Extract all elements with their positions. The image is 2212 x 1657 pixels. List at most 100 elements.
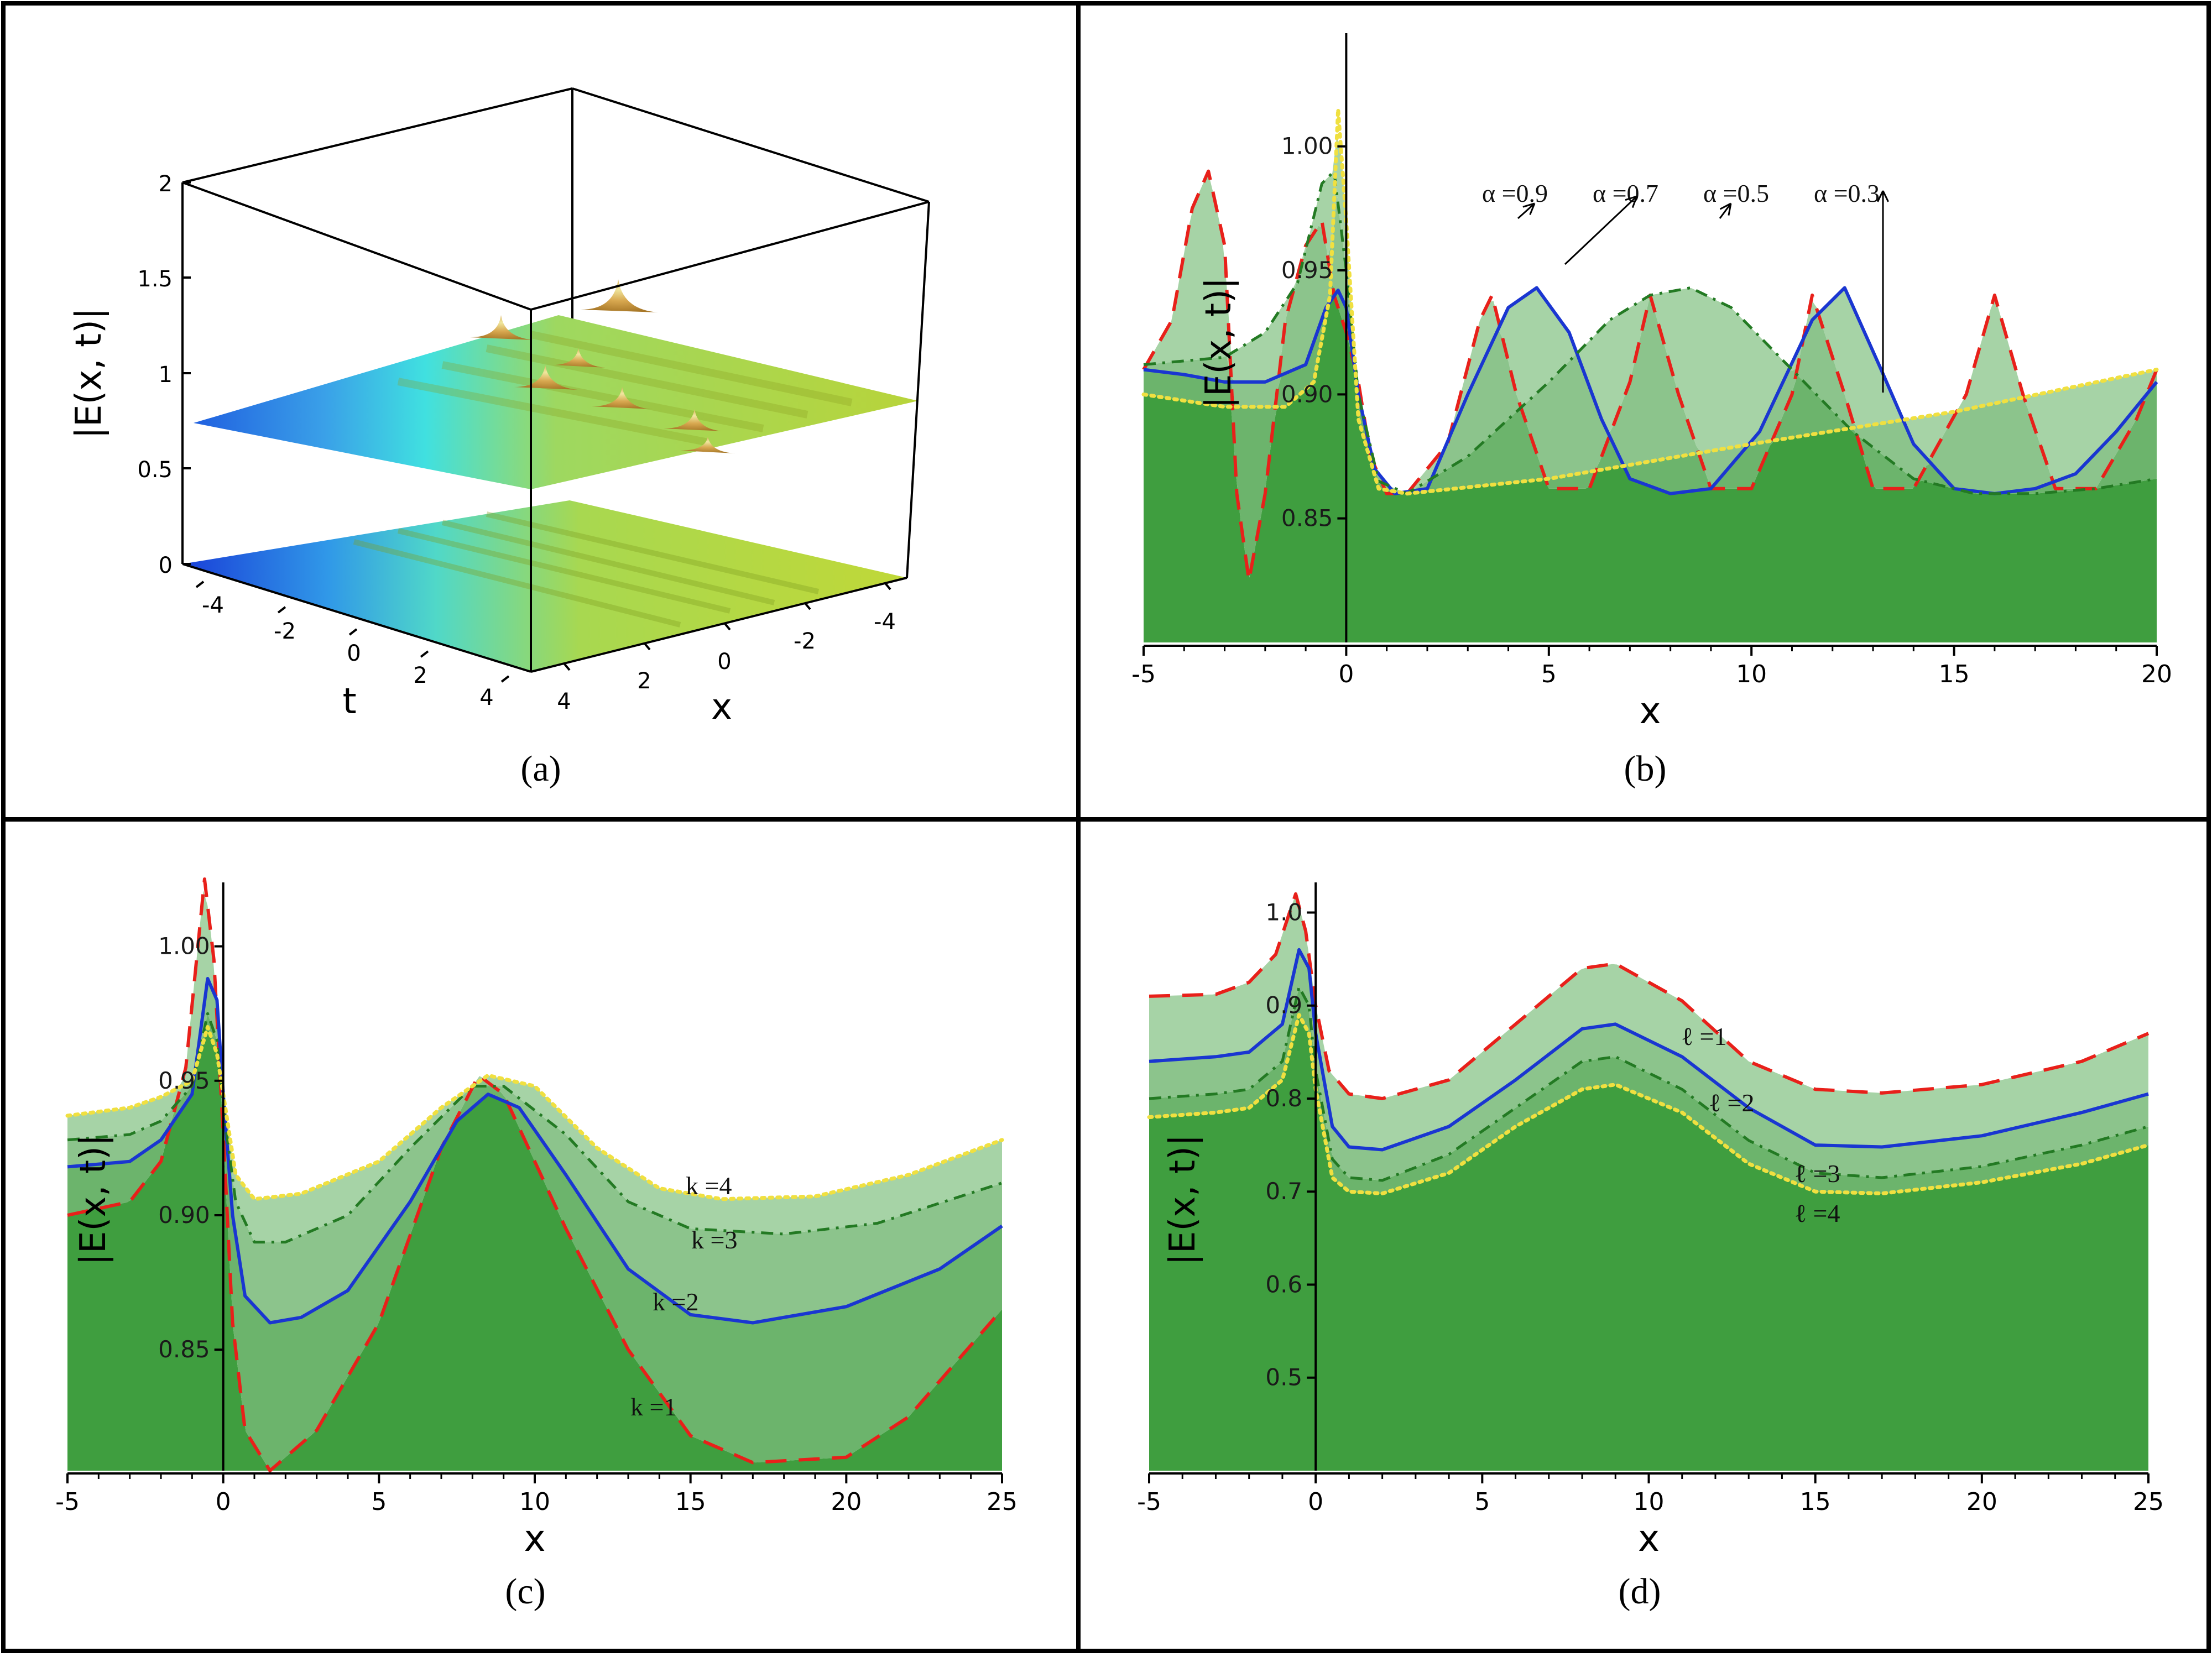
x-tick-label: -5: [55, 1488, 80, 1516]
area-band: [67, 1013, 1002, 1470]
x-tick: 15: [1939, 646, 1970, 688]
y-tick-label: 0.90: [1281, 380, 1333, 407]
y-tick-label: 0.90: [158, 1201, 210, 1229]
x-tick: 5: [1541, 646, 1557, 688]
y-tick: 0.95: [158, 1067, 223, 1094]
y-tick: 0.5: [1265, 1364, 1316, 1391]
area-band: [1144, 195, 2157, 494]
x-tick-label: 0: [717, 649, 731, 675]
panel-label: (a): [520, 749, 561, 789]
annotation-label: ℓ =1: [1681, 1022, 1726, 1050]
x-tick: 25: [987, 1473, 1018, 1516]
y-tick-label: 0.95: [158, 1067, 210, 1094]
series-line-3: [1143, 170, 2157, 495]
annotation-arrow: [1517, 202, 1536, 219]
annotation-arrow: [1564, 195, 1638, 265]
x-axis-label: x: [1639, 689, 1661, 732]
box-front-edges: [182, 181, 930, 673]
peak: [581, 279, 658, 312]
x-tick: 15: [675, 1473, 706, 1516]
area-band: [1144, 285, 2157, 578]
y-tick-label: 0.6: [1265, 1271, 1302, 1298]
annotation-label: k =1: [630, 1393, 676, 1421]
peak: [592, 387, 653, 409]
y-tick: 0.6: [1265, 1271, 1316, 1298]
x-tick: 10: [1736, 646, 1767, 688]
x-axis-label: x: [524, 1517, 545, 1560]
y-tick: 0.90: [158, 1201, 223, 1229]
peak: [470, 315, 534, 340]
y-tick-label: 1.0: [1265, 898, 1302, 926]
y-tick: 0.85: [1281, 505, 1347, 532]
annotation-label: ℓ =4: [1794, 1199, 1840, 1227]
annotation-arrow: [1719, 203, 1732, 219]
y-tick-label: 1.00: [158, 933, 210, 960]
y-tick-label: 1.00: [1281, 133, 1333, 160]
x-tick: 20: [1966, 1473, 1997, 1516]
lower-surface: [182, 500, 907, 672]
area-band: [1149, 949, 2148, 1180]
surface-peaks: [470, 279, 735, 453]
x-tick-label: 20: [2141, 660, 2172, 688]
peak: [664, 409, 724, 431]
x-tick-label: -4: [874, 609, 896, 635]
x-tick-label: -5: [1137, 1488, 1161, 1516]
x-tick-label: 20: [831, 1488, 862, 1516]
panel-b: -5 0 5 10 15 20 0.85 0.90 0.95 1.00 x |E(x, t)| α =0…: [1131, 33, 2172, 789]
x-tick-label: -2: [794, 629, 816, 654]
series-line-1: [1149, 892, 2150, 1100]
annotation-label: ℓ =3: [1794, 1159, 1840, 1188]
panel-a: 0 0.5 1 1.5 2 |E(x, t)| -4 -2 0 2 4 t: [69, 87, 930, 789]
panel-c: -5 0 5 10 15 20 25 0.85 0.90 0.95 1.00 x |E(x, t)| k …: [55, 877, 1018, 1612]
panel-d: -5 0 5 10 15 20 25 0.5 0.6 0.7 0.8 0.9 1.0 x |E(x, t)|…: [1137, 882, 2164, 1612]
x-tick-label: 5: [1541, 660, 1557, 688]
z-tick-label: 1: [159, 362, 173, 388]
annotation-arrowhead: [1522, 202, 1536, 215]
z-tick-label: 0.5: [137, 457, 173, 483]
panel-label: (d): [1619, 1571, 1661, 1612]
area-band-base: [67, 1027, 1002, 1471]
series-line-4: [65, 1025, 1004, 1201]
annotation-label: k =4: [686, 1172, 732, 1200]
area-band-base: [1149, 1015, 2148, 1471]
series-line-2: [1149, 948, 2149, 1152]
series-line-3: [67, 1012, 1003, 1244]
z-tick: 1.5: [137, 266, 191, 292]
annotation-label: α =0.9: [1482, 179, 1548, 207]
y-tick-label: 0.8: [1265, 1085, 1302, 1112]
y-tick: 0.85: [158, 1336, 223, 1363]
y-tick-label: 0.9: [1265, 992, 1302, 1019]
series-line-3: [1149, 985, 2149, 1182]
x-axis-3d: 4 2 0 -2 -4 x: [557, 582, 896, 728]
z-axis-label: |E(x, t)|: [69, 307, 109, 438]
y-tick-label: 0.85: [158, 1336, 210, 1363]
t-tick-label: 0: [347, 641, 361, 666]
annotation-arrowhead: [1719, 202, 1732, 216]
y-tick: 0.90: [1281, 380, 1347, 407]
annotation-arrowhead: [1877, 190, 1889, 202]
y-tick: 0.7: [1265, 1178, 1316, 1205]
x-tick: 20: [2141, 646, 2172, 688]
series-line-4: [1141, 107, 2159, 496]
series-line-1: [67, 877, 1004, 1472]
y-tick: 0.95: [1281, 257, 1347, 284]
y-axis-label: |E(x, t)|: [1198, 277, 1239, 408]
x-tick-label: 25: [2133, 1488, 2164, 1516]
annotation-label: α =0.3: [1814, 179, 1880, 207]
x-axis-label: x: [711, 687, 732, 728]
x-tick-label: 25: [987, 1488, 1018, 1516]
annotation-label: k =2: [653, 1288, 698, 1316]
t-tick-label: 2: [413, 663, 427, 688]
annotation-arrowhead: [1625, 195, 1638, 208]
y-tick: 0.8: [1265, 1085, 1316, 1112]
area-band: [1149, 897, 2148, 1150]
series-line-1: [1142, 169, 2158, 582]
series-line-2: [67, 977, 1003, 1325]
panel-label: (c): [505, 1571, 545, 1612]
z-tick-label: 0: [159, 553, 173, 578]
t-tick-label: -4: [202, 593, 224, 618]
x-tick-label: 4: [557, 689, 571, 714]
t-axis-label: t: [342, 681, 356, 722]
